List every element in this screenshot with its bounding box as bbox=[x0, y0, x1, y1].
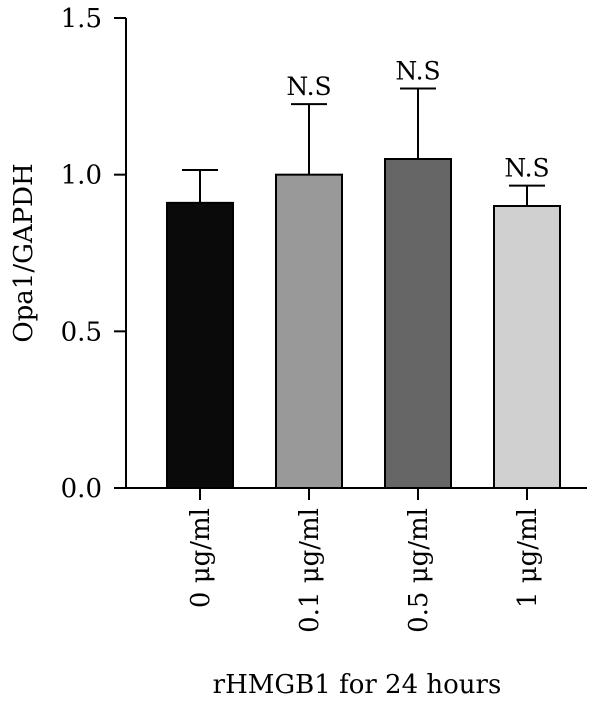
bar bbox=[384, 158, 452, 489]
x-tick-label: 0 μg/ml bbox=[186, 508, 216, 608]
bar bbox=[166, 201, 234, 489]
significance-label: N.S bbox=[395, 57, 440, 86]
x-tick-label: 0.5 μg/ml bbox=[404, 508, 434, 633]
y-tick-label: 0.0 bbox=[61, 474, 102, 504]
labels: 0.0 0.5 1.0 1.5 0 μg/ml 0.1 μg/ml N.S 0.5 μg/ml… bbox=[61, 4, 550, 633]
bars bbox=[166, 87, 561, 490]
x-tick-label: 0.1 μg/ml bbox=[295, 508, 325, 633]
x-axis-title: rHMGB1 for 24 hours bbox=[213, 670, 502, 700]
y-tick-label: 1.0 bbox=[61, 161, 102, 191]
y-tick-label: 1.5 bbox=[61, 4, 102, 34]
bar bbox=[275, 173, 343, 490]
significance-label: N.S bbox=[504, 154, 549, 183]
bar bbox=[493, 205, 561, 489]
significance-label: N.S bbox=[286, 72, 331, 101]
y-axis-title: Opa1/GAPDH bbox=[9, 163, 39, 342]
y-tick-label: 0.5 bbox=[61, 317, 102, 347]
x-tick-label: 1 μg/ml bbox=[513, 508, 543, 608]
